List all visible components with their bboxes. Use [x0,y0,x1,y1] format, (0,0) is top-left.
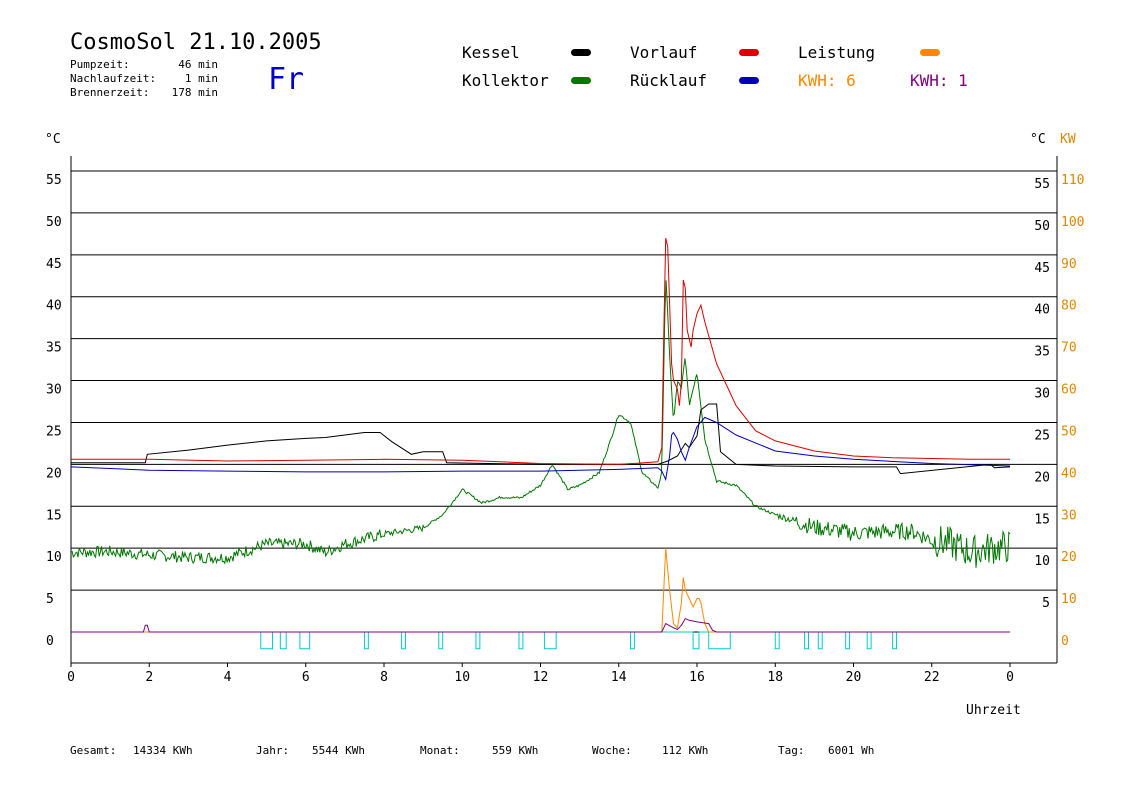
y-tick-kw-50: 50 [1061,424,1077,439]
x-tick-0: 0 [67,670,75,685]
y-tick-left-55: 55 [46,173,62,188]
y-tick-right-50: 50 [1034,219,1050,234]
x-tick-2: 4 [224,670,232,685]
legend-kwh-orange: KWH: 6 [798,71,856,90]
y-tick-left-5: 5 [46,592,54,607]
footer-woche-value: 112 KWh [662,744,709,757]
footer-monat-label: Monat: [420,744,460,757]
footer-tag-label: Tag: [778,744,805,757]
x-tick-9: 18 [767,670,783,685]
series-kollektor [70,280,1011,568]
legend-swatch-kessel [571,49,591,56]
chart-grid [71,170,1057,591]
footer-jahr-value: 5544 KWh [312,744,365,757]
stat-value-nachlaufzeit: 1 min [184,72,218,85]
y-tick-kw-90: 90 [1061,257,1077,272]
x-tick-5: 10 [454,670,470,685]
x-tick-7: 14 [611,670,627,685]
footer-woche-label: Woche: [592,744,632,757]
y-tick-kw-80: 80 [1061,299,1077,314]
y-tick-left-30: 30 [46,383,62,398]
y-tick-right-5: 5 [1042,596,1050,611]
y-tick-right-35: 35 [1034,345,1050,360]
ylabel-left: °C [45,132,61,147]
chart-labels: 0510152025303540455055510152025303540455… [46,173,1084,685]
chart-series [70,237,1011,650]
x-tick-1: 2 [145,670,153,685]
stat-value-brennerzeit: 178 min [171,86,218,99]
stat-value-pumpzeit: 46 min [178,58,218,71]
x-tick-3: 6 [302,670,310,685]
y-tick-kw-0: 0 [1061,634,1069,649]
y-tick-left-20: 20 [46,466,62,481]
series-kwh_purple [71,617,1010,633]
y-tick-right-40: 40 [1034,303,1050,318]
y-tick-kw-70: 70 [1061,341,1077,356]
footer-gesamt-value: 14334 KWh [133,744,193,757]
y-tick-left-0: 0 [46,634,54,649]
x-tick-6: 12 [533,670,549,685]
y-tick-right-30: 30 [1034,387,1050,402]
y-tick-right-45: 45 [1034,261,1050,276]
legend-swatch-ruecklauf [739,77,759,84]
legend-swatch-leistung [920,49,940,56]
y-tick-kw-20: 20 [1061,550,1077,565]
stat-label-pumpzeit: Pumpzeit: [70,58,130,71]
footer-gesamt-label: Gesamt: [70,744,117,757]
x-axis-label: Uhrzeit [966,703,1021,718]
y-tick-left-50: 50 [46,215,62,230]
legend-leistung: Leistung [798,43,876,62]
stat-label-nachlaufzeit: Nachlaufzeit: [70,72,157,85]
legend-kwh-purple: KWH: 1 [910,71,968,90]
legend-swatch-vorlauf [739,49,759,56]
legend-kessel: Kessel [462,43,520,62]
series-kessel [71,403,1011,475]
series-leistung [71,548,1010,633]
y-tick-kw-110: 110 [1061,173,1084,188]
legend-swatch-kollektor [571,77,591,84]
page-title: CosmoSol 21.10.2005 [70,30,322,55]
y-tick-kw-100: 100 [1061,215,1084,230]
y-tick-right-15: 15 [1034,512,1050,527]
ylabel-right-kw: KW [1060,132,1076,147]
y-tick-right-25: 25 [1034,428,1050,443]
y-tick-kw-10: 10 [1061,592,1077,607]
y-tick-right-20: 20 [1034,470,1050,485]
x-tick-10: 20 [846,670,862,685]
y-tick-kw-40: 40 [1061,466,1077,481]
y-tick-left-10: 10 [46,550,62,565]
ylabel-right: °C [1030,132,1046,147]
y-tick-left-40: 40 [46,299,62,314]
x-tick-8: 16 [689,670,705,685]
y-tick-left-15: 15 [46,508,62,523]
footer-tag-value: 6001 Wh [828,744,875,757]
series-pump [71,631,1010,650]
x-tick-4: 8 [380,670,388,685]
x-tick-11: 22 [924,670,940,685]
y-tick-right-10: 10 [1034,554,1050,569]
legend-kollektor: Kollektor [462,71,549,90]
series-ruecklauf [70,416,1011,482]
legend-ruecklauf: Rücklauf [630,71,708,90]
y-tick-kw-60: 60 [1061,383,1077,398]
y-tick-left-25: 25 [46,424,62,439]
stat-label-brennerzeit: Brennerzeit: [70,86,150,99]
y-tick-right-55: 55 [1034,177,1050,192]
series-vorlauf [71,237,1010,465]
y-tick-left-45: 45 [46,257,62,272]
footer-jahr-label: Jahr: [256,744,290,757]
y-tick-left-35: 35 [46,341,62,356]
weekday-label: Fr [268,62,305,97]
x-tick-12: 0 [1006,670,1014,685]
footer-monat-value: 559 KWh [492,744,539,757]
y-tick-kw-30: 30 [1061,508,1077,523]
legend-vorlauf: Vorlauf [630,43,698,62]
